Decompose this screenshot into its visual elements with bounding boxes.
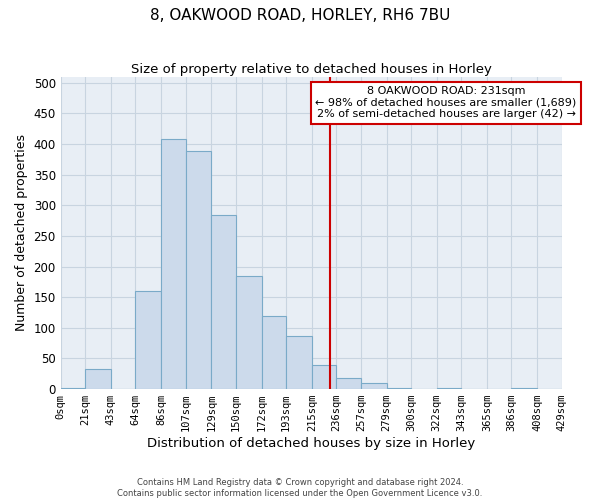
- Text: Contains HM Land Registry data © Crown copyright and database right 2024.
Contai: Contains HM Land Registry data © Crown c…: [118, 478, 482, 498]
- Bar: [262, 316, 286, 389]
- Y-axis label: Number of detached properties: Number of detached properties: [15, 134, 28, 332]
- Bar: [386, 388, 411, 389]
- Text: 8 OAKWOOD ROAD: 231sqm
← 98% of detached houses are smaller (1,689)
2% of semi-d: 8 OAKWOOD ROAD: 231sqm ← 98% of detached…: [316, 86, 577, 119]
- Bar: [437, 388, 461, 389]
- Bar: [286, 336, 312, 389]
- Bar: [211, 215, 236, 389]
- X-axis label: Distribution of detached houses by size in Horley: Distribution of detached houses by size …: [147, 437, 475, 450]
- Bar: [161, 139, 185, 389]
- Bar: [361, 383, 386, 389]
- Bar: [185, 152, 211, 389]
- Bar: [136, 291, 161, 389]
- Bar: [336, 378, 361, 389]
- Title: Size of property relative to detached houses in Horley: Size of property relative to detached ho…: [131, 62, 491, 76]
- Bar: [312, 364, 336, 389]
- Bar: [511, 388, 537, 389]
- Text: 8, OAKWOOD ROAD, HORLEY, RH6 7BU: 8, OAKWOOD ROAD, HORLEY, RH6 7BU: [150, 8, 450, 22]
- Bar: [61, 388, 85, 389]
- Bar: [85, 369, 111, 389]
- Bar: [236, 276, 262, 389]
